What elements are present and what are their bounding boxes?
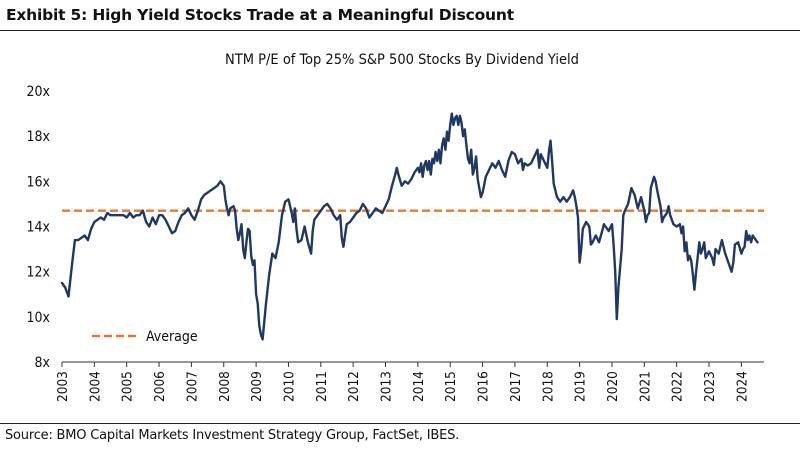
y-tick-label: 18x bbox=[27, 129, 51, 145]
y-tick-label: 8x bbox=[35, 355, 51, 371]
x-tick-label: 2018 bbox=[540, 371, 556, 402]
x-tick-label: 2006 bbox=[152, 371, 168, 402]
x-tick-label: 2016 bbox=[476, 371, 492, 402]
legend: Average bbox=[92, 329, 198, 345]
source-note: Source: BMO Capital Markets Investment S… bbox=[5, 428, 460, 443]
top-rule bbox=[0, 30, 800, 31]
x-tick-label: 2011 bbox=[314, 371, 330, 402]
y-axis: 8x 10x 12x 14x 16x 18x 20x bbox=[27, 84, 51, 371]
x-tick-label: 2005 bbox=[120, 371, 136, 402]
x-tick-label: 2013 bbox=[379, 371, 395, 402]
y-tick-label: 10x bbox=[27, 310, 51, 326]
x-tick-label: 2008 bbox=[217, 371, 233, 402]
series-line-ntm-pe bbox=[60, 112, 759, 341]
bottom-rule bbox=[0, 423, 800, 424]
exhibit-title: Exhibit 5: High Yield Stocks Trade at a … bbox=[6, 6, 514, 24]
y-tick-label: 12x bbox=[27, 265, 51, 281]
x-tick-label: 2019 bbox=[573, 371, 589, 402]
chart-title: NTM P/E of Top 25% S&P 500 Stocks By Div… bbox=[225, 52, 579, 68]
x-tick-label: 2014 bbox=[411, 371, 427, 402]
x-tick-label: 2015 bbox=[443, 371, 459, 402]
x-tick-label: 2020 bbox=[605, 371, 621, 402]
x-tick-label: 2022 bbox=[670, 371, 686, 402]
y-tick-label: 20x bbox=[27, 84, 51, 100]
x-tick-label: 2021 bbox=[637, 371, 653, 402]
x-tick-label: 2024 bbox=[734, 371, 750, 402]
x-tick-label: 2023 bbox=[702, 371, 718, 402]
x-tick-label: 2010 bbox=[281, 371, 297, 402]
x-axis: 2003 2004 2005 2006 2007 2008 2009 2010 2011 2012… bbox=[55, 362, 750, 402]
y-tick-label: 14x bbox=[27, 220, 51, 236]
x-tick-label: 2007 bbox=[184, 371, 200, 402]
legend-label-average: Average bbox=[146, 329, 198, 345]
x-tick-label: 2017 bbox=[508, 371, 524, 402]
x-tick-label: 2012 bbox=[346, 371, 362, 402]
y-tick-label: 16x bbox=[27, 174, 51, 190]
x-tick-label: 2009 bbox=[249, 371, 265, 402]
x-tick-label: 2004 bbox=[87, 371, 103, 402]
line-chart: NTM P/E of Top 25% S&P 500 Stocks By Div… bbox=[27, 52, 764, 402]
x-tick-label: 2003 bbox=[55, 371, 71, 402]
